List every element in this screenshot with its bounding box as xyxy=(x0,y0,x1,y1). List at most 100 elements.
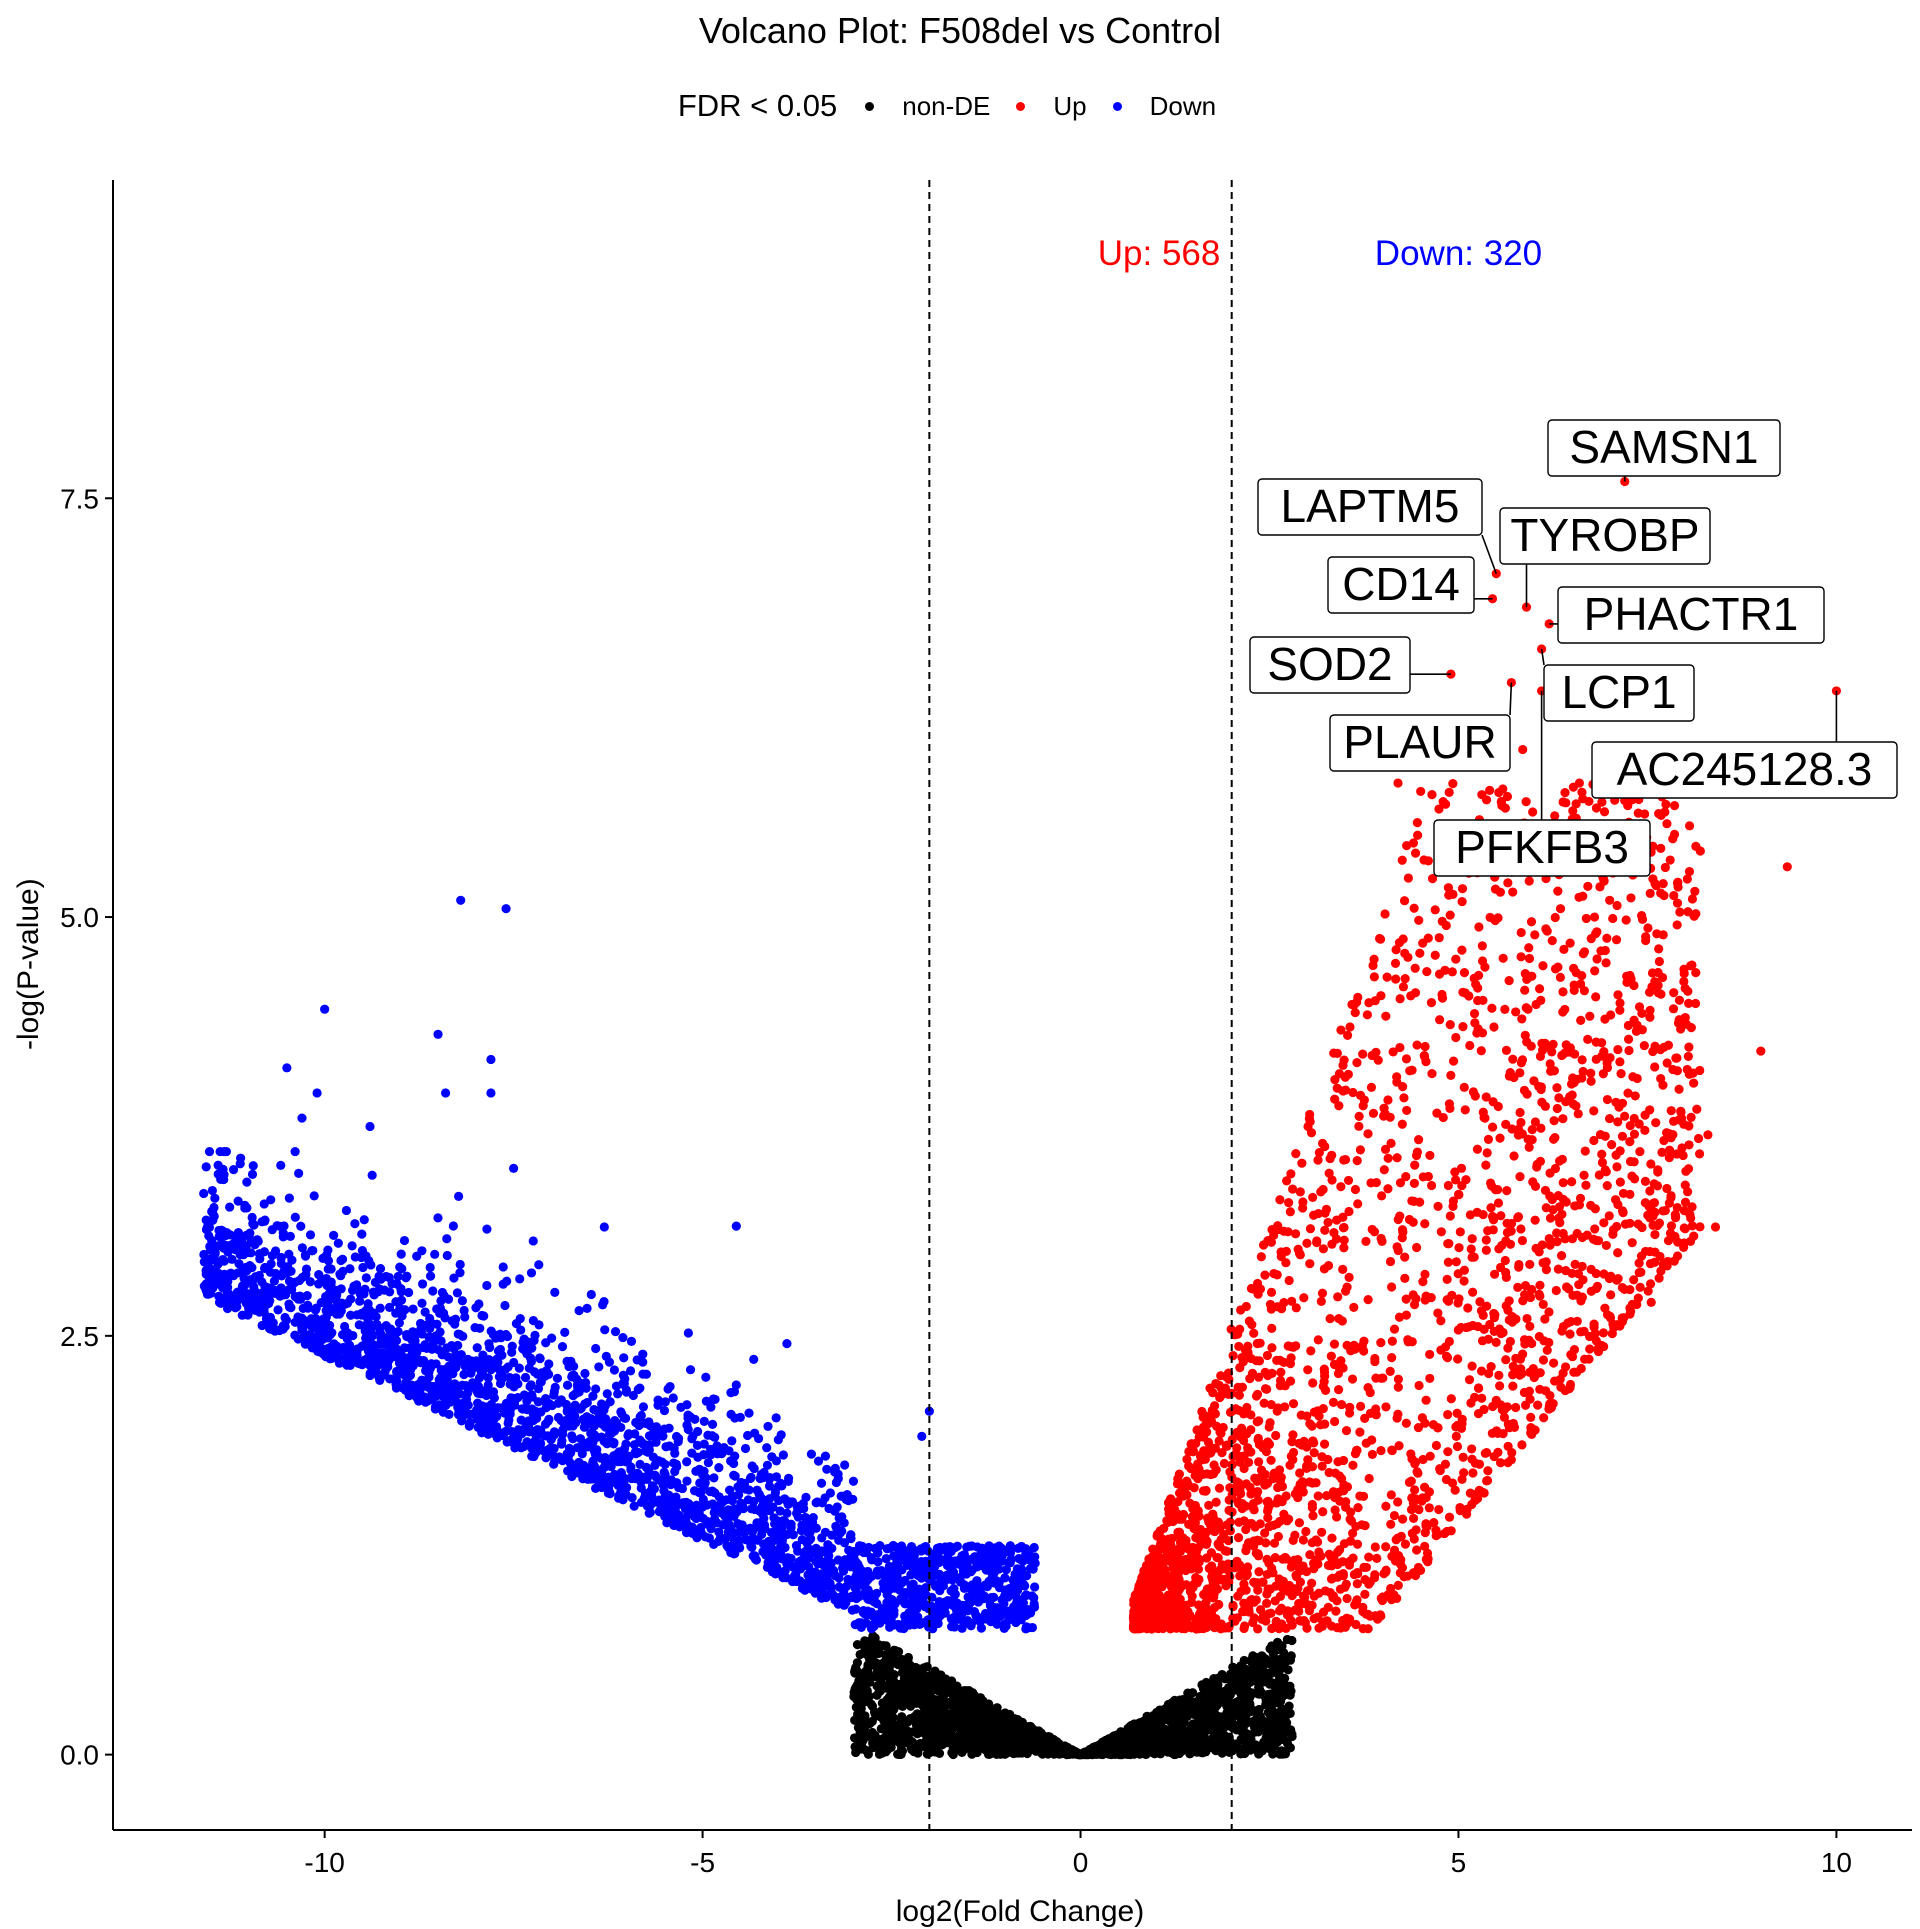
point-up xyxy=(1465,1041,1474,1050)
point-down xyxy=(735,1543,744,1552)
point-down xyxy=(728,1491,737,1500)
point-down xyxy=(369,1287,378,1296)
point-down xyxy=(433,1030,442,1039)
point-down xyxy=(475,1324,484,1333)
point-non-de xyxy=(1155,1739,1164,1748)
point-non-de xyxy=(1239,1684,1248,1693)
point-down xyxy=(529,1416,538,1425)
point-down xyxy=(421,1307,430,1316)
point-down xyxy=(891,1542,900,1551)
point-non-de xyxy=(865,1678,874,1687)
point-down xyxy=(461,1359,470,1368)
point-down xyxy=(285,1276,294,1285)
point-down xyxy=(991,1543,1000,1552)
point-non-de xyxy=(1256,1711,1265,1720)
point-down xyxy=(851,1620,860,1629)
point-non-de xyxy=(910,1712,919,1721)
point-down xyxy=(672,1432,681,1441)
point-down xyxy=(477,1311,486,1320)
point-non-de xyxy=(1275,1676,1284,1685)
point-down xyxy=(762,1443,771,1452)
point-down xyxy=(456,896,465,905)
point-non-de xyxy=(954,1690,963,1699)
point-non-de xyxy=(969,1729,978,1738)
point-down xyxy=(610,1365,619,1374)
point-down xyxy=(392,1370,401,1379)
point-down xyxy=(661,1397,670,1406)
point-down xyxy=(591,1384,600,1393)
point-non-de xyxy=(1162,1729,1171,1738)
point-non-de xyxy=(1196,1692,1205,1701)
point-down xyxy=(567,1431,576,1440)
point-down xyxy=(428,1340,437,1349)
point-non-de xyxy=(1220,1715,1229,1724)
point-down xyxy=(435,1327,444,1336)
point-down xyxy=(282,1063,291,1072)
point-down xyxy=(705,1533,714,1542)
point-down xyxy=(386,1325,395,1334)
point-non-de xyxy=(903,1738,912,1747)
point-down xyxy=(614,1494,623,1503)
point-down xyxy=(402,1272,411,1281)
point-down xyxy=(350,1219,359,1228)
point-down xyxy=(474,1414,483,1423)
point-down xyxy=(1007,1608,1016,1617)
point-non-de xyxy=(857,1686,866,1695)
point-down xyxy=(396,1284,405,1293)
point-down xyxy=(665,1424,674,1433)
point-up xyxy=(1460,1083,1469,1092)
point-down xyxy=(236,1154,245,1163)
point-down xyxy=(412,1392,421,1401)
point-non-de xyxy=(883,1736,892,1745)
point-down xyxy=(670,1467,679,1476)
point-down xyxy=(501,904,510,913)
point-down xyxy=(998,1549,1007,1558)
point-down xyxy=(989,1593,998,1602)
point-down xyxy=(724,1543,733,1552)
point-down xyxy=(335,1359,344,1368)
point-down xyxy=(550,1387,559,1396)
point-down xyxy=(215,1298,224,1307)
point-non-de xyxy=(1261,1700,1270,1709)
point-non-de xyxy=(1175,1706,1184,1715)
point-non-de xyxy=(912,1721,921,1730)
point-non-de xyxy=(937,1684,946,1693)
point-down xyxy=(447,1341,456,1350)
point-non-de xyxy=(1116,1750,1125,1759)
point-down xyxy=(549,1460,558,1469)
point-down xyxy=(777,1524,786,1533)
point-down xyxy=(466,1418,475,1427)
point-down xyxy=(819,1560,828,1569)
point-non-de xyxy=(1239,1726,1248,1735)
point-down xyxy=(708,1420,717,1429)
point-non-de xyxy=(888,1698,897,1707)
point-non-de xyxy=(1171,1750,1180,1759)
point-down xyxy=(1030,1582,1039,1591)
point-down xyxy=(227,1255,236,1264)
point-down xyxy=(273,1305,282,1314)
point-down xyxy=(482,1281,491,1290)
point-down xyxy=(536,1354,545,1363)
point-down xyxy=(867,1555,876,1564)
point-down xyxy=(826,1488,835,1497)
point-down xyxy=(660,1468,669,1477)
point-down xyxy=(319,1350,328,1359)
point-down xyxy=(963,1616,972,1625)
point-down xyxy=(285,1194,294,1203)
point-up xyxy=(1445,788,1454,797)
point-down xyxy=(582,1384,591,1393)
point-down xyxy=(424,1368,433,1377)
point-down xyxy=(833,1502,842,1511)
point-down xyxy=(701,1478,710,1487)
point-down xyxy=(683,1509,692,1518)
point-down xyxy=(704,1458,713,1467)
point-down xyxy=(301,1252,310,1261)
point-down xyxy=(700,1417,709,1426)
point-down xyxy=(817,1479,826,1488)
point-down xyxy=(817,1546,826,1555)
point-down xyxy=(601,1414,610,1423)
point-down xyxy=(714,1537,723,1546)
point-down xyxy=(655,1507,664,1516)
point-down xyxy=(692,1533,701,1542)
